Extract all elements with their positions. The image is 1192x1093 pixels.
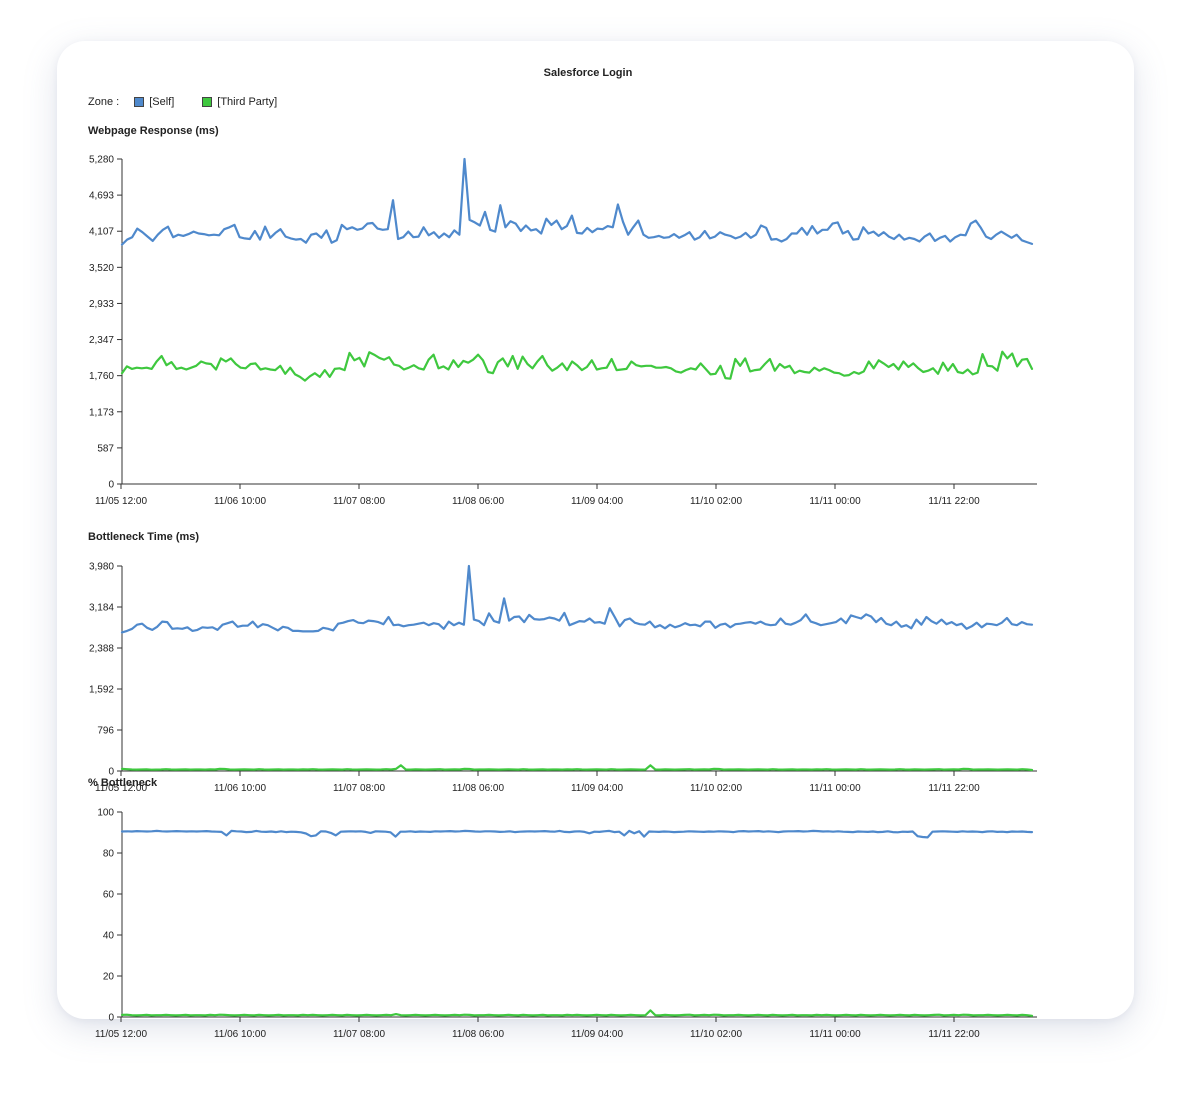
x-tick-label: 11/07 08:00 <box>333 496 386 507</box>
x-tick-label: 11/09 04:00 <box>571 1029 624 1040</box>
percent-bottleneck-chart: 100 80 60 40 20 0 11/05 12:00 11/06 10:00 11/07 … <box>95 808 1037 1040</box>
x-tick-label: 11/10 02:00 <box>690 496 743 507</box>
x-tick-label: 11/05 12:00 <box>95 1029 148 1040</box>
series-line-third-party[interactable] <box>120 1009 1034 1017</box>
x-tick-label: 11/06 10:00 <box>214 496 267 507</box>
series-line-self[interactable] <box>120 157 1034 246</box>
y-tick-label: 60 <box>103 890 115 901</box>
bottleneck-time-chart: 3,980 3,184 2,388 1,592 796 0 11/05 12:00 11/06… <box>89 562 1037 794</box>
x-tick-label: 11/09 04:00 <box>571 496 624 507</box>
y-tick-label: 0 <box>108 480 114 491</box>
y-tick-label: 587 <box>97 443 114 454</box>
chart-title-bottleneck-time: Bottleneck Time (ms) <box>88 531 200 543</box>
series-line-third-party[interactable] <box>120 350 1034 382</box>
x-tick-label: 11/10 02:00 <box>690 783 743 794</box>
x-tick-label: 11/11 00:00 <box>809 783 861 794</box>
chart-card: Salesforce Login Zone : [Self] [Third Pa… <box>57 41 1134 1040</box>
x-tick-label: 11/11 22:00 <box>928 783 980 794</box>
y-tick-label: 2,388 <box>89 644 114 655</box>
series-line-self[interactable] <box>120 829 1034 839</box>
y-tick-label: 0 <box>108 1013 114 1024</box>
x-tick-label: 11/09 04:00 <box>571 783 624 794</box>
x-tick-label: 11/08 06:00 <box>452 1029 505 1040</box>
x-tick-label: 11/11 22:00 <box>928 496 980 507</box>
y-tick-label: 0 <box>108 767 114 778</box>
x-tick-label: 11/05 12:00 <box>95 783 148 794</box>
x-tick-label: 11/06 10:00 <box>214 783 267 794</box>
y-tick-label: 2,347 <box>89 335 114 346</box>
webpage-response-chart: 5,280 4,693 4,107 3,520 2,933 2,347 1,760 1,173… <box>89 155 1037 507</box>
y-tick-label: 796 <box>97 726 114 737</box>
page-title: Salesforce Login <box>543 67 633 79</box>
y-tick-label: 20 <box>103 972 115 983</box>
x-tick-label: 11/10 02:00 <box>690 1029 743 1040</box>
legend-text-self: [Self] <box>149 96 175 108</box>
y-tick-label: 5,280 <box>89 155 114 166</box>
y-tick-label: 100 <box>97 808 114 819</box>
y-tick-label: 4,693 <box>89 191 114 202</box>
x-tick-label: 11/08 06:00 <box>452 783 505 794</box>
y-tick-label: 1,173 <box>89 407 114 418</box>
y-tick-label: 40 <box>103 931 115 942</box>
legend-label: Zone : <box>88 96 120 108</box>
y-tick-label: 3,520 <box>89 263 114 274</box>
chart-title-percent-bottleneck: % Bottleneck <box>88 777 158 789</box>
x-tick-label: 11/11 22:00 <box>928 1029 980 1040</box>
legend-swatch-self <box>134 97 145 107</box>
y-tick-label: 1,592 <box>89 685 114 696</box>
series-line-self[interactable] <box>120 564 1034 634</box>
series-line-third-party[interactable] <box>120 764 1034 772</box>
chart-title-webpage-response: Webpage Response (ms) <box>88 125 219 137</box>
y-tick-label: 4,107 <box>89 227 114 238</box>
legend-item-third-party[interactable]: [Third Party] <box>202 96 277 108</box>
y-tick-label: 3,184 <box>89 603 114 614</box>
y-tick-label: 3,980 <box>89 562 114 573</box>
y-tick-label: 2,933 <box>89 299 114 310</box>
y-tick-label: 1,760 <box>89 371 114 382</box>
x-tick-label: 11/08 06:00 <box>452 496 505 507</box>
legend-swatch-third-party <box>202 97 213 107</box>
legend: Zone : [Self] [Third Party] <box>88 96 305 108</box>
x-tick-label: 11/05 12:00 <box>95 496 148 507</box>
x-tick-label: 11/11 00:00 <box>809 496 861 507</box>
x-tick-label: 11/07 08:00 <box>333 783 386 794</box>
x-tick-label: 11/06 10:00 <box>214 1029 267 1040</box>
x-tick-label: 11/11 00:00 <box>809 1029 861 1040</box>
x-tick-label: 11/07 08:00 <box>333 1029 386 1040</box>
legend-item-self[interactable]: [Self] <box>134 96 174 108</box>
y-tick-label: 80 <box>103 849 115 860</box>
legend-text-third-party: [Third Party] <box>217 96 278 108</box>
